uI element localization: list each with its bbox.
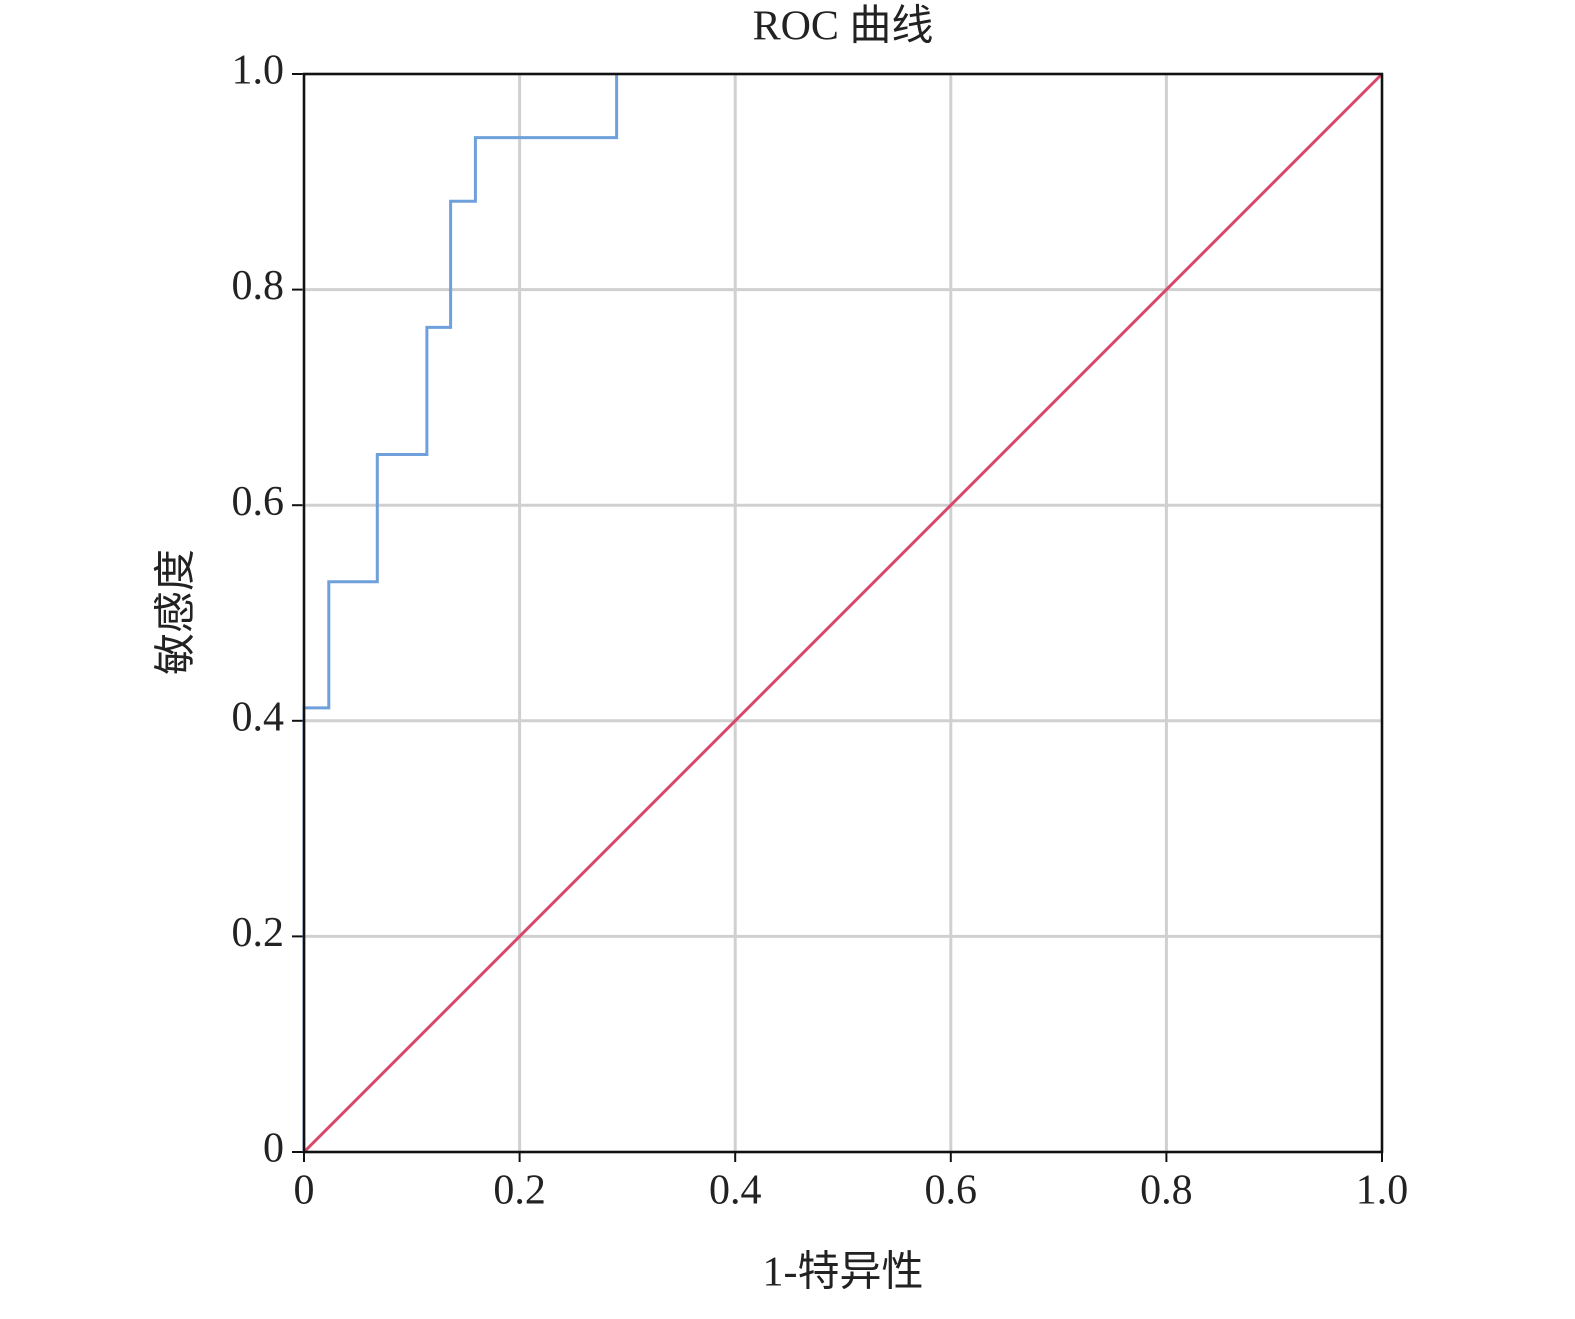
x-tick-label: 0.8 [1140,1168,1193,1214]
x-tick-label: 1.0 [1356,1168,1409,1214]
x-axis-label: 1-特异性 [763,1250,924,1296]
x-tick-label: 0.2 [493,1168,546,1214]
y-tick-label: 1.0 [232,48,285,94]
plot-frame [302,72,1384,1154]
roc-line [302,72,1384,1154]
x-tick-label: 0 [294,1168,315,1214]
y-tick-label: 0.6 [232,479,285,525]
x-tick-label: 0.4 [709,1168,762,1214]
y-tick-label: 0.4 [232,694,285,740]
roc-line [302,74,619,1152]
chart-title: ROC 曲线 [753,4,934,50]
y-tick-label: 0.8 [232,263,285,309]
y-tick-label: 0 [263,1126,284,1172]
y-tick-label: 0.2 [232,910,285,956]
x-tick-label: 0.6 [925,1168,978,1214]
y-axis-label: 敏感度 [154,549,200,675]
